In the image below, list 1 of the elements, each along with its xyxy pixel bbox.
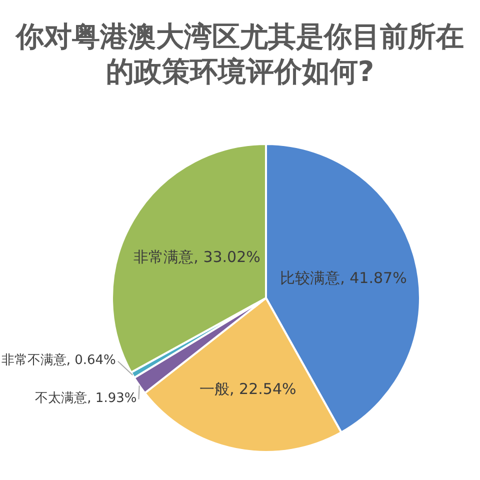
title: 你对粤港澳大湾区尤其是你目前所在的政策环境评价如何? [14, 19, 465, 89]
